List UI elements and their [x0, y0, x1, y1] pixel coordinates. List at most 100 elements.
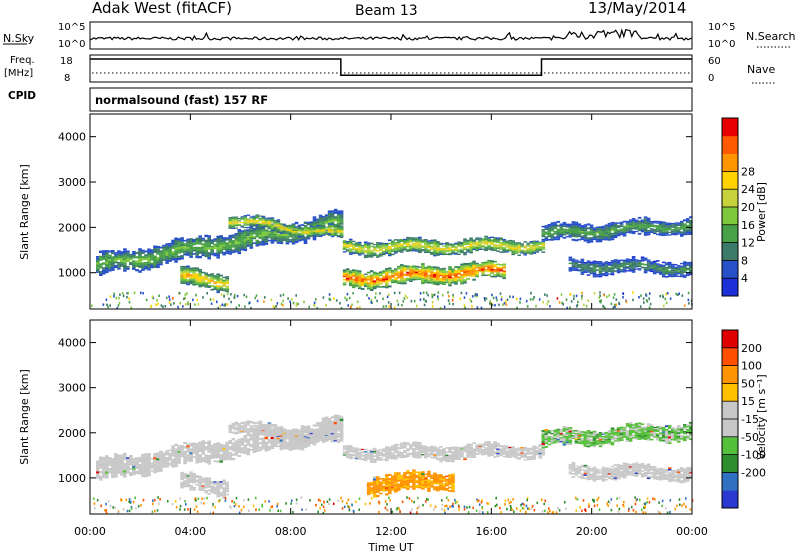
heatmap-cell	[286, 436, 290, 437]
heatmap-speckle	[397, 300, 399, 303]
heatmap-speckle	[493, 297, 495, 300]
heatmap-speckle	[129, 301, 131, 304]
heatmap-speckle	[476, 294, 478, 297]
heatmap-cell	[277, 433, 281, 434]
heatmap-speckle	[573, 295, 575, 298]
heatmap-speckle	[186, 292, 188, 295]
heatmap-cell	[593, 234, 597, 235]
heatmap-cell	[126, 465, 130, 467]
heatmap-speckle	[649, 306, 651, 309]
heatmap-cell	[436, 247, 440, 249]
heatmap-cell	[189, 454, 193, 456]
heatmap-cell	[313, 434, 317, 435]
heatmap-cell	[632, 269, 636, 271]
heatmap-speckle	[210, 298, 212, 301]
heatmap-speckle	[619, 303, 621, 306]
heatmap-speckle	[230, 293, 232, 296]
heatmap-speckle	[581, 297, 583, 300]
heatmap-cell	[307, 425, 311, 427]
heatmap-cell	[256, 426, 260, 427]
cpid-program: normalsound (fast) 157 RF	[95, 93, 268, 107]
heatmap-cell	[536, 241, 540, 242]
heatmap-speckle	[221, 293, 223, 296]
heatmap-speckle	[581, 295, 583, 298]
heatmap-cell	[647, 259, 651, 260]
heatmap-speckle	[109, 304, 111, 307]
heatmap-speckle	[500, 292, 502, 295]
heatmap-speckle	[119, 293, 121, 296]
heatmap-cell	[496, 248, 500, 250]
heatmap-cell	[244, 446, 248, 448]
heatmap-cell	[346, 247, 350, 248]
heatmap-speckle	[347, 304, 349, 307]
nave-tick-top: 60	[708, 56, 721, 67]
heatmap-cell	[523, 241, 527, 242]
heatmap-cell	[343, 279, 347, 281]
heatmap-cell	[677, 265, 681, 266]
heatmap-speckle	[546, 294, 548, 297]
heatmap-speckle	[119, 302, 121, 305]
heatmap-cell	[373, 452, 377, 454]
colorbar-segment	[722, 189, 738, 207]
heatmap-cell	[611, 272, 615, 274]
heatmap-cell	[219, 461, 223, 463]
nsky-label: N.Sky	[3, 32, 35, 45]
heatmap-cell	[373, 248, 377, 249]
heatmap-cell	[262, 440, 266, 442]
heatmap-cell	[614, 261, 618, 263]
heatmap-speckle	[263, 300, 265, 303]
heatmap-cell	[225, 444, 229, 446]
nsearch-label: N.Search	[746, 30, 796, 43]
heatmap-cell	[361, 288, 365, 290]
heatmap-speckle	[323, 296, 325, 299]
heatmap-cell	[388, 285, 392, 287]
heatmap-cell	[277, 219, 281, 220]
heatmap-cell	[247, 215, 251, 216]
heatmap-speckle	[614, 293, 616, 296]
heatmap-speckle	[452, 303, 454, 306]
heatmap-cell	[313, 438, 317, 439]
colorbar-segment	[722, 260, 738, 278]
heatmap-cell	[394, 279, 398, 281]
heatmap-cell	[614, 227, 618, 229]
heatmap-cell	[364, 449, 368, 450]
heatmap-cell	[677, 273, 681, 274]
heatmap-cell	[430, 270, 434, 272]
heatmap-cell	[487, 274, 491, 276]
heatmap-cell	[578, 223, 582, 225]
heatmap-cell	[505, 251, 509, 252]
heatmap-cell	[192, 476, 196, 478]
heatmap-cell	[105, 469, 109, 471]
freq-label-line1: Freq.	[10, 55, 35, 66]
heatmap-cell	[105, 467, 109, 469]
heatmap-speckle	[643, 297, 645, 300]
heatmap-speckle	[411, 300, 413, 303]
heatmap-cell	[343, 451, 347, 452]
heatmap-cell	[484, 236, 488, 238]
heatmap-cell	[427, 244, 431, 245]
heatmap-cell	[313, 437, 317, 438]
heatmap-cell	[581, 259, 585, 261]
heatmap-speckle	[449, 302, 451, 305]
heatmap-cell	[403, 249, 407, 250]
heatmap-cell	[647, 227, 651, 229]
heatmap-cell	[180, 237, 184, 239]
heatmap-cell	[436, 253, 440, 255]
heatmap-cell	[283, 224, 287, 225]
heatmap-cell	[271, 219, 275, 220]
heatmap-cell	[207, 441, 211, 443]
heatmap-cell	[590, 225, 594, 227]
heatmap-cell	[373, 286, 377, 288]
heatmap-cell	[283, 440, 287, 442]
heatmap-cell	[192, 273, 196, 275]
heatmap-cell	[638, 233, 642, 235]
heatmap-cell	[174, 465, 178, 467]
heatmap-cell	[225, 246, 229, 248]
heatmap-cell	[162, 465, 166, 467]
heatmap-cell	[286, 236, 290, 238]
heatmap-cell	[502, 274, 506, 276]
heatmap-cell	[225, 449, 229, 451]
heatmap-cell	[259, 421, 263, 422]
colorbar-tick-label: 8	[741, 254, 748, 267]
heatmap-cell	[132, 460, 136, 462]
